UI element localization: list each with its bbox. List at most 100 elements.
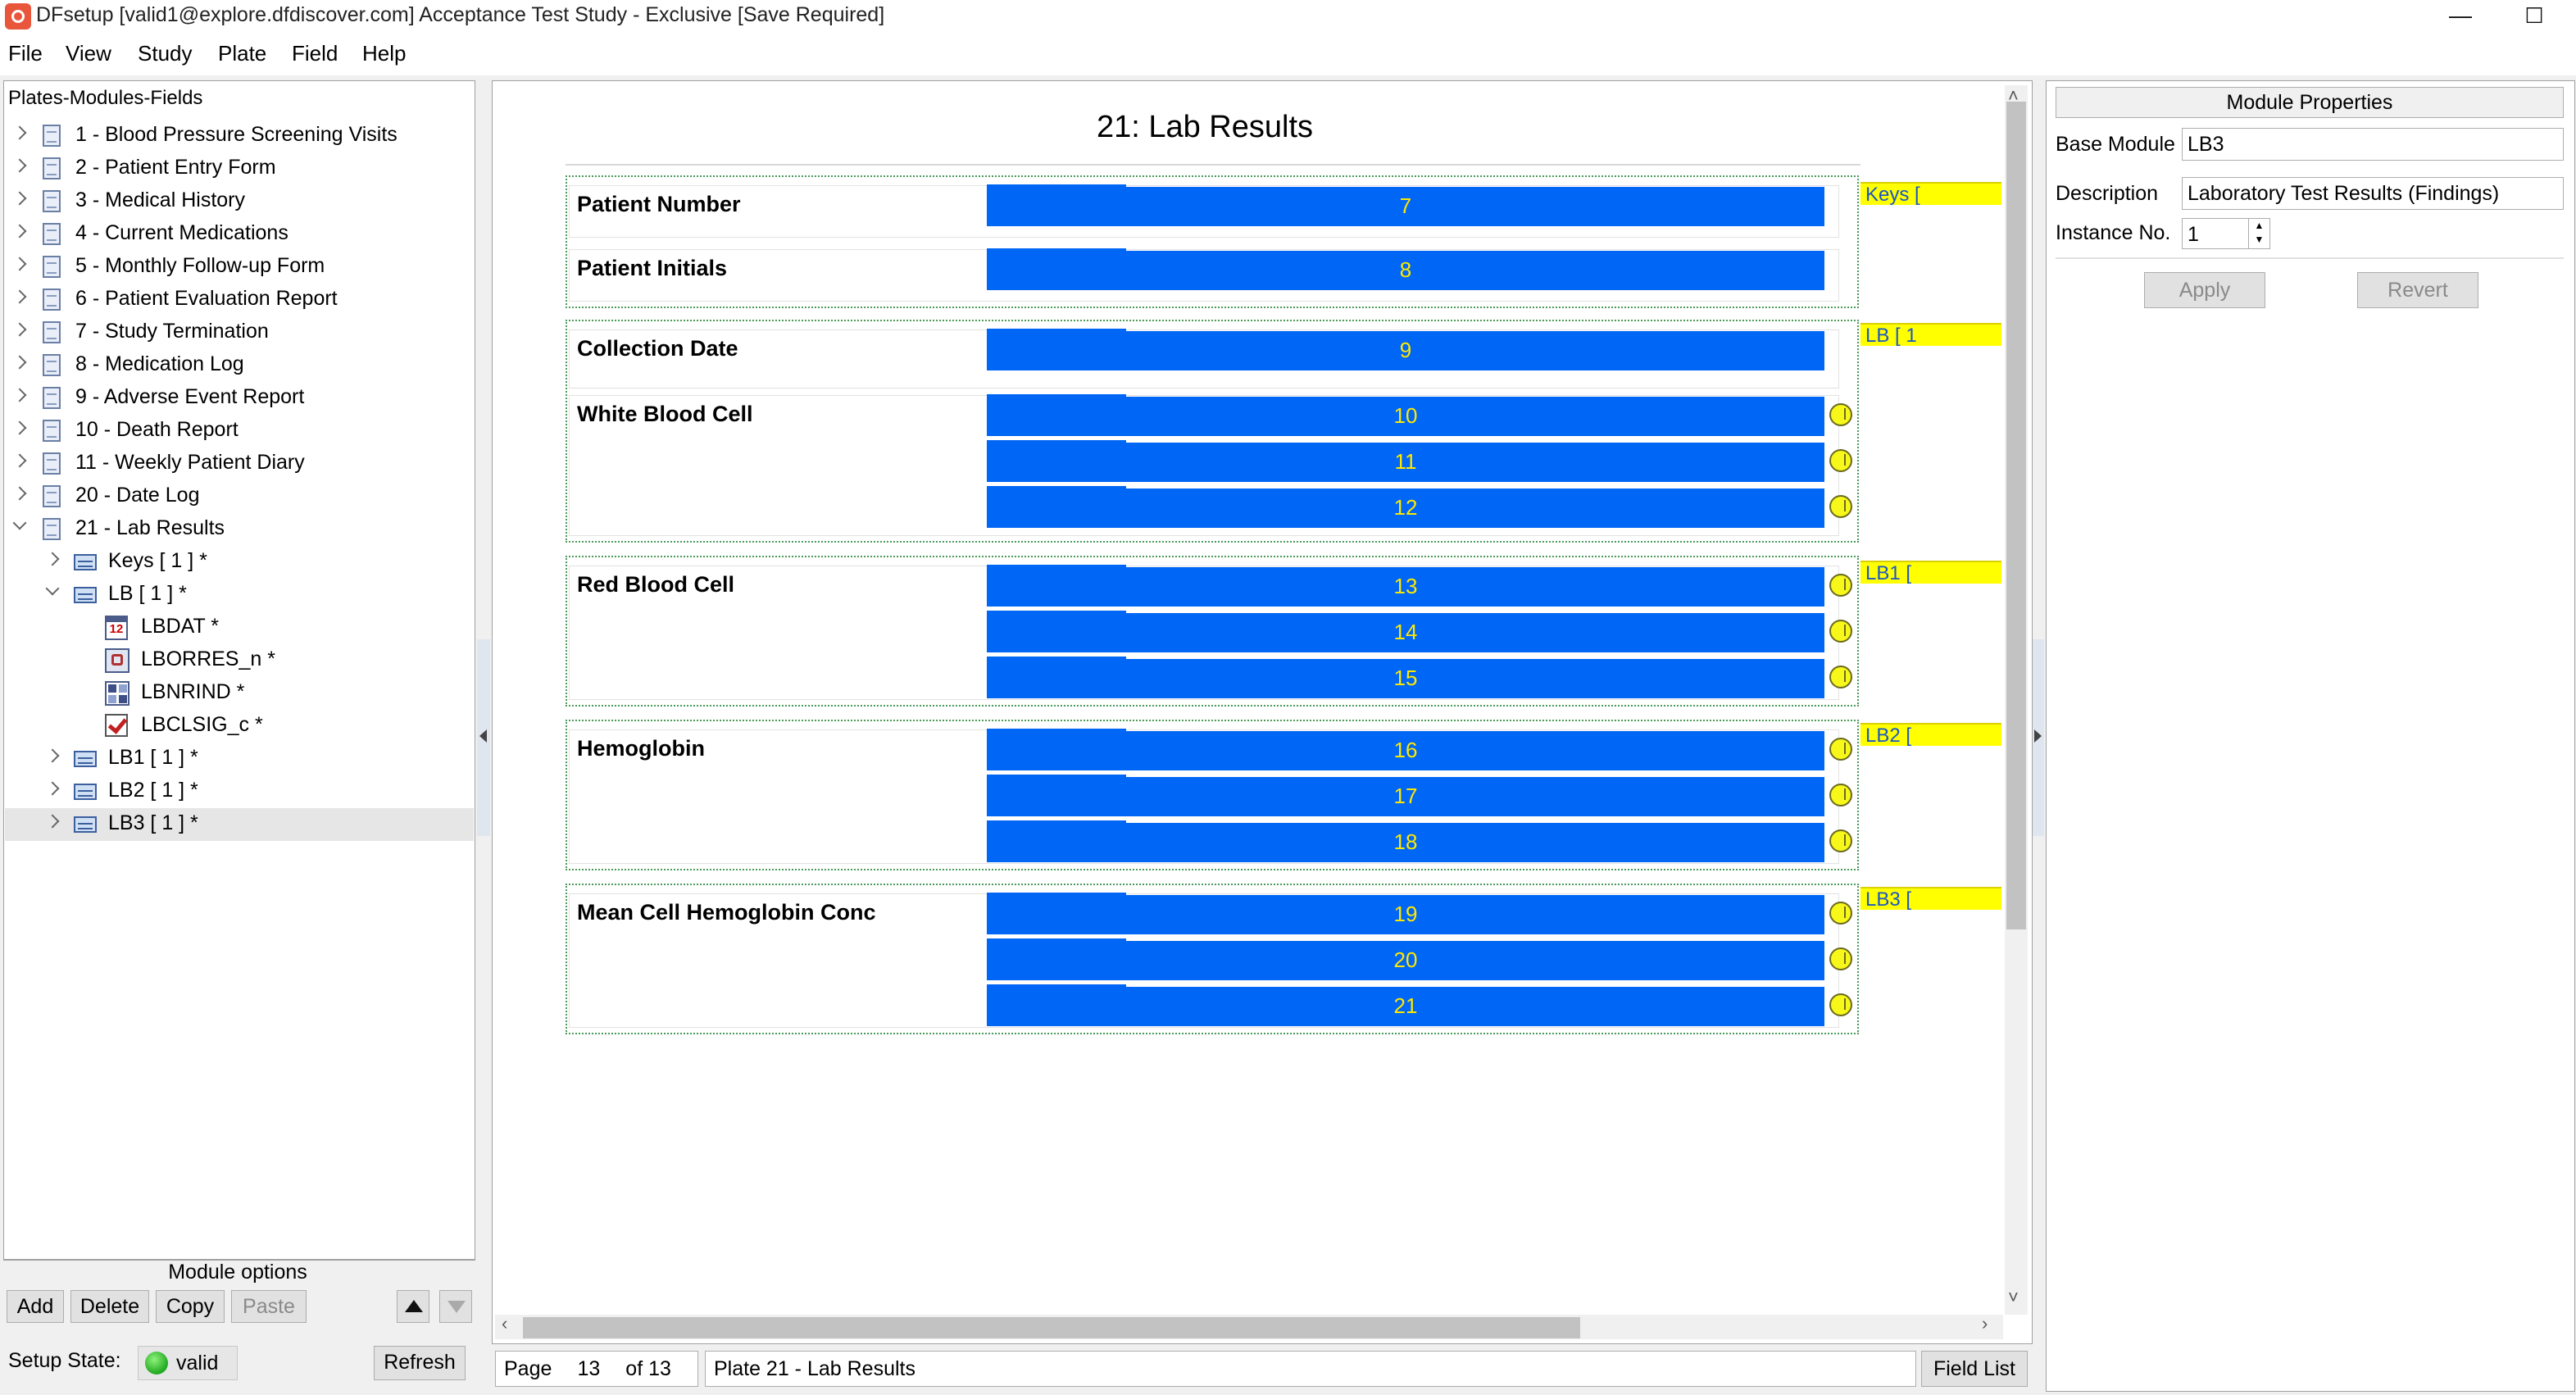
data-field[interactable]: 17	[987, 775, 1824, 816]
menu-file[interactable]: File	[8, 41, 43, 66]
vertical-scroll-thumb[interactable]	[2006, 102, 2026, 929]
data-field[interactable]: 20	[987, 938, 1824, 980]
chevron-right-icon[interactable]	[12, 420, 27, 435]
tree-field-item[interactable]: LBCLSIG_c *	[5, 710, 474, 743]
menu-plate[interactable]: Plate	[218, 41, 267, 66]
edit-check-icon[interactable]	[1829, 403, 1852, 426]
tree-module-item[interactable]: Keys [ 1 ] *	[5, 546, 474, 579]
data-field[interactable]: 7	[987, 184, 1824, 226]
tree-module-item[interactable]: LB1 [ 1 ] *	[5, 743, 474, 775]
apply-button[interactable]: Apply	[2144, 272, 2265, 308]
data-field[interactable]: 15	[987, 657, 1824, 698]
tree-module-item[interactable]: LB2 [ 1 ] *	[5, 775, 474, 808]
move-up-button[interactable]	[397, 1290, 429, 1323]
chevron-right-icon[interactable]	[12, 224, 27, 239]
data-field[interactable]: 19	[987, 893, 1824, 934]
data-field[interactable]: 14	[987, 611, 1824, 652]
page-number-input[interactable]: 13	[577, 1357, 601, 1380]
scroll-left-icon[interactable]: ‹	[502, 1313, 508, 1334]
data-field[interactable]: 18	[987, 820, 1824, 862]
tree-plate-item[interactable]: 2 - Patient Entry Form	[5, 152, 474, 185]
move-down-button[interactable]	[439, 1290, 472, 1323]
chevron-right-icon[interactable]	[45, 748, 60, 763]
base-module-field[interactable]: LB3	[2182, 128, 2564, 161]
data-field[interactable]: 8	[987, 248, 1824, 290]
chevron-right-icon[interactable]	[45, 552, 60, 566]
chevron-down-icon[interactable]	[12, 516, 27, 530]
data-field[interactable]: 11	[987, 440, 1824, 482]
horizontal-scroll-thumb[interactable]	[523, 1317, 1580, 1338]
edit-check-icon[interactable]	[1829, 993, 1852, 1016]
chevron-right-icon[interactable]	[12, 322, 27, 337]
tree-plate-item[interactable]: 3 - Medical History	[5, 185, 474, 218]
scroll-down-icon[interactable]: ˅	[2008, 1287, 2019, 1307]
tree-plate-item[interactable]: 1 - Blood Pressure Screening Visits	[5, 120, 474, 152]
edit-check-icon[interactable]	[1829, 495, 1852, 518]
refresh-button[interactable]: Refresh	[374, 1346, 466, 1380]
instance-spinbox[interactable]: 1 ▲ ▼	[2182, 218, 2270, 249]
copy-button[interactable]: Copy	[156, 1290, 225, 1323]
maximize-button[interactable]: ☐	[2496, 0, 2572, 34]
tree-plate-item[interactable]: 5 - Monthly Follow-up Form	[5, 251, 474, 284]
field-list-button[interactable]: Field List	[1921, 1351, 2028, 1387]
chevron-right-icon[interactable]	[12, 158, 27, 173]
paste-button[interactable]: Paste	[231, 1290, 307, 1323]
tree-plate-item[interactable]: 8 - Medication Log	[5, 349, 474, 382]
tree-module-item[interactable]: LB3 [ 1 ] *	[5, 808, 474, 841]
module-tag[interactable]: LB [ 1	[1860, 323, 2001, 346]
edit-check-icon[interactable]	[1829, 829, 1852, 852]
edit-check-icon[interactable]	[1829, 784, 1852, 807]
chevron-right-icon[interactable]	[12, 355, 27, 370]
tree-field-item[interactable]: LBNRIND *	[5, 677, 474, 710]
menu-view[interactable]: View	[66, 41, 111, 66]
scroll-right-icon[interactable]: ›	[1982, 1313, 1988, 1334]
tree-plate-item[interactable]: 7 - Study Termination	[5, 316, 474, 349]
revert-button[interactable]: Revert	[2357, 272, 2478, 308]
edit-check-icon[interactable]	[1829, 620, 1852, 643]
tree-plate-item[interactable]: 11 - Weekly Patient Diary	[5, 448, 474, 480]
chevron-right-icon[interactable]	[12, 257, 27, 271]
data-field[interactable]: 13	[987, 565, 1824, 607]
delete-button[interactable]: Delete	[70, 1290, 149, 1323]
chevron-right-icon[interactable]	[12, 486, 27, 501]
tree-plate-item[interactable]: 4 - Current Medications	[5, 218, 474, 251]
right-splitter-handle[interactable]	[2031, 639, 2044, 836]
chevron-right-icon[interactable]	[12, 453, 27, 468]
module-tag[interactable]: Keys [	[1860, 182, 2001, 205]
chevron-right-icon[interactable]	[12, 125, 27, 140]
minimize-button-alt[interactable]	[2347, 0, 2423, 34]
scroll-up-icon[interactable]: ˄	[2008, 85, 2019, 106]
data-field[interactable]: 10	[987, 394, 1824, 436]
menu-help[interactable]: Help	[362, 41, 407, 66]
module-tag[interactable]: LB1 [	[1860, 561, 2001, 584]
tree-field-item[interactable]: 12 LBDAT *	[5, 611, 474, 644]
chevron-down-icon[interactable]	[45, 581, 60, 596]
tree-plate-item[interactable]: 9 - Adverse Event Report	[5, 382, 474, 415]
chevron-right-icon[interactable]	[12, 191, 27, 206]
data-field[interactable]: 21	[987, 984, 1824, 1026]
tree-plate-item[interactable]: 6 - Patient Evaluation Report	[5, 284, 474, 316]
data-field[interactable]: 16	[987, 729, 1824, 770]
edit-check-icon[interactable]	[1829, 666, 1852, 688]
edit-check-icon[interactable]	[1829, 574, 1852, 597]
module-tag[interactable]: LB2 [	[1860, 723, 2001, 746]
chevron-right-icon[interactable]	[12, 388, 27, 402]
tree-plate-item[interactable]: 10 - Death Report	[5, 415, 474, 448]
description-field[interactable]: Laboratory Test Results (Findings)	[2182, 177, 2564, 210]
menu-field[interactable]: Field	[292, 41, 338, 66]
data-field[interactable]: 12	[987, 486, 1824, 528]
spin-arrows-icon[interactable]: ▲ ▼	[2248, 219, 2269, 248]
left-splitter-handle[interactable]	[477, 639, 490, 836]
chevron-right-icon[interactable]	[45, 814, 60, 829]
minimize-button[interactable]: —	[2449, 2, 2472, 28]
tree-module-item[interactable]: LB [ 1 ] *	[5, 579, 474, 611]
edit-check-icon[interactable]	[1829, 449, 1852, 472]
menu-study[interactable]: Study	[138, 41, 193, 66]
edit-check-icon[interactable]	[1829, 738, 1852, 761]
edit-check-icon[interactable]	[1829, 902, 1852, 925]
data-field[interactable]: 9	[987, 329, 1824, 370]
tree-field-item[interactable]: LBORRES_n *	[5, 644, 474, 677]
add-button[interactable]: Add	[7, 1290, 64, 1323]
chevron-right-icon[interactable]	[45, 781, 60, 796]
edit-check-icon[interactable]	[1829, 947, 1852, 970]
